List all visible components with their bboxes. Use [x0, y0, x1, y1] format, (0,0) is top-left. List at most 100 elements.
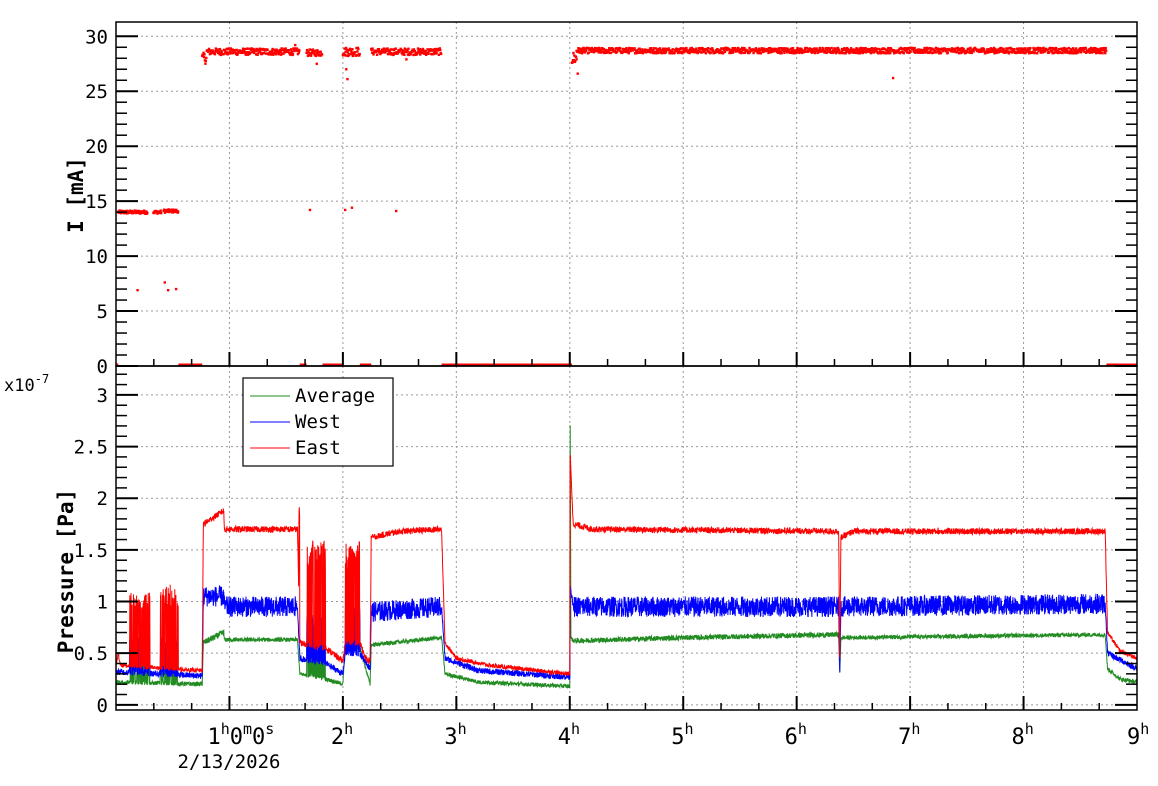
current-point [595, 49, 598, 53]
current-point [282, 52, 285, 55]
current-point [709, 51, 713, 54]
current-point [408, 53, 411, 57]
current-point [640, 49, 644, 53]
x-tick-label: 2h [331, 720, 353, 750]
current-point [1079, 48, 1082, 51]
current-point [677, 48, 680, 51]
current-point [835, 50, 839, 54]
current-point [857, 52, 860, 55]
current-point [790, 50, 793, 53]
current-point [636, 49, 639, 52]
current-point [406, 49, 409, 53]
x-tick-label-value: 3 [444, 725, 457, 750]
current-point [1062, 49, 1066, 53]
current-point [661, 49, 665, 52]
current-point [658, 47, 662, 50]
current-point [785, 51, 789, 54]
current-point [357, 47, 360, 51]
current-point [1049, 46, 1052, 50]
current-point [657, 51, 661, 54]
current-point [603, 50, 606, 54]
current-point [394, 47, 397, 50]
current-point [320, 53, 324, 56]
current-point [754, 47, 758, 50]
current-point [241, 51, 244, 55]
current-point [868, 47, 871, 51]
current-point [653, 50, 657, 53]
current-point [423, 52, 426, 55]
current-point [924, 51, 927, 54]
pressure-y-tick-label: 1.5 [74, 540, 108, 562]
current-point [1005, 47, 1008, 50]
current-point [834, 51, 838, 55]
current-point [983, 50, 986, 53]
current-point [1008, 50, 1012, 53]
current-outlier-point [405, 58, 408, 61]
current-point [125, 209, 129, 213]
current-point [1011, 51, 1014, 54]
current-point [242, 49, 246, 53]
current-y-tick-label: 5 [97, 301, 108, 323]
current-point [571, 61, 574, 64]
current-point [685, 46, 688, 50]
current-point [1041, 51, 1045, 54]
current-point [130, 209, 134, 213]
current-point [736, 48, 739, 52]
current-point [896, 51, 900, 54]
pressure-y-tick-label: 1 [97, 592, 108, 614]
current-point [270, 49, 274, 53]
current-point [308, 48, 311, 51]
current-point [318, 54, 321, 57]
current-point [274, 50, 277, 53]
current-point [901, 47, 905, 51]
current-point [986, 48, 989, 51]
current-point [989, 47, 993, 50]
current-point [1089, 50, 1092, 53]
current-point [587, 46, 590, 50]
current-point [1036, 46, 1040, 50]
current-point [741, 46, 744, 50]
current-point [256, 53, 259, 57]
current-point [1018, 47, 1021, 50]
current-point [1070, 50, 1073, 53]
current-point [969, 46, 972, 50]
current-point [706, 47, 710, 50]
current-point [314, 54, 318, 58]
current-point [290, 51, 294, 55]
current-point [880, 51, 883, 55]
current-point [823, 49, 827, 53]
current-point [862, 50, 866, 54]
current-point [391, 48, 394, 51]
current-point [842, 52, 845, 55]
current-point [814, 49, 817, 52]
x-tick-label-value: 0 [230, 725, 243, 750]
current-point [695, 47, 698, 50]
current-point [377, 48, 381, 51]
current-point [852, 48, 855, 51]
current-point [942, 48, 945, 52]
current-point [640, 51, 643, 54]
current-point [266, 48, 269, 52]
current-point [592, 48, 595, 51]
current-point [372, 53, 375, 56]
current-point [311, 48, 315, 51]
current-point [1103, 50, 1106, 53]
current-point [815, 47, 818, 50]
current-point [609, 51, 613, 54]
current-point [803, 50, 806, 53]
current-point [679, 47, 683, 50]
current-point [382, 47, 386, 50]
current-point [572, 51, 575, 55]
current-point [219, 51, 222, 54]
current-point [247, 51, 251, 54]
series-west-line [115, 585, 1138, 681]
current-point [581, 49, 585, 52]
current-point [1037, 49, 1040, 53]
current-point [279, 50, 282, 54]
current-outlier-point [395, 209, 398, 213]
current-point [375, 53, 379, 56]
current-point [998, 49, 1002, 52]
current-point [163, 211, 167, 214]
current-point [854, 48, 857, 51]
current-point [600, 48, 603, 51]
